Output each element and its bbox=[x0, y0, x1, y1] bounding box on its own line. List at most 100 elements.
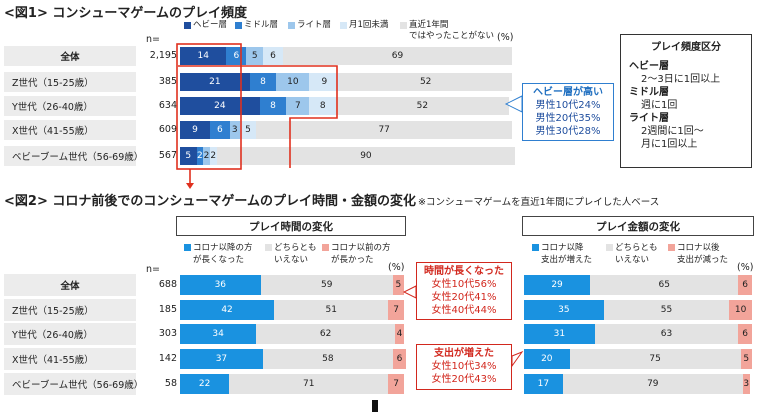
legend-swatch bbox=[265, 244, 272, 251]
fig1-row-n: 2,195 bbox=[149, 50, 177, 61]
fig1-legend-item: ライト層 bbox=[288, 20, 331, 31]
heavy-callout: ヘビー層が高い 男性10代24% 男性20代35% 男性30代28% bbox=[522, 83, 614, 141]
definition-desc: 週に1回 bbox=[641, 100, 678, 111]
callout-line: 女性10代34% bbox=[431, 361, 497, 372]
fig1-bar-segment: 9 bbox=[309, 73, 340, 91]
heavy-group-outline bbox=[178, 65, 338, 168]
fig2-row-label: Y世代（26-40歳） bbox=[4, 323, 136, 345]
time-bar-segment: 62 bbox=[256, 324, 396, 344]
money-callout-pointer bbox=[511, 350, 524, 368]
fig1-bar-segment: 9 bbox=[180, 121, 210, 139]
time-bar-segment: 37 bbox=[180, 349, 263, 369]
time-bar-segment: 6 bbox=[392, 349, 407, 369]
fig1-bar-segment: 8 bbox=[259, 97, 287, 115]
fig1-bar-segment: 10 bbox=[276, 73, 310, 91]
time-bar-segment: 42 bbox=[180, 300, 275, 320]
fig1-bar-segment: 6 bbox=[263, 47, 283, 65]
money-bar-segment: 55 bbox=[603, 300, 730, 320]
money-bar-segment: 20 bbox=[524, 349, 570, 369]
time-callout: 時間が長くなった 女性10代56% 女性20代41% 女性40代44% bbox=[416, 262, 512, 320]
fig1-bar-segment: 5 bbox=[180, 147, 197, 165]
bottom-marker bbox=[372, 400, 378, 412]
fig1-bar-segment: 90 bbox=[216, 147, 516, 165]
money-bar-segment: 29 bbox=[524, 275, 591, 295]
fig1-title: <図1> コンシューマゲームのプレイ頻度 bbox=[4, 6, 247, 21]
fig1-bar-segment: 69 bbox=[282, 47, 512, 65]
time-legend-item: どちらとも いえない bbox=[265, 242, 317, 266]
down-arrow-head bbox=[186, 183, 194, 189]
callout-line: 男性10代24% bbox=[535, 100, 601, 111]
money-callout: 支出が増えた 女性10代34% 女性20代43% bbox=[416, 344, 512, 390]
fig1-bar-segment: 77 bbox=[256, 121, 512, 139]
time-bar-segment: 58 bbox=[262, 349, 393, 369]
time-bar-segment: 7 bbox=[388, 374, 404, 394]
fig1-row-label: Y世代（26-40歳） bbox=[4, 96, 136, 116]
legend-label: コロナ以後 支出が減った bbox=[677, 243, 729, 265]
legend-label: どちらとも いえない bbox=[615, 243, 658, 265]
heavy-callout-title: ヘビー層が高い bbox=[533, 87, 603, 98]
callout-line: 女性40代44% bbox=[431, 305, 497, 316]
definition-term: ミドル層 bbox=[629, 87, 669, 98]
fig1-bar-segment: 52 bbox=[339, 73, 512, 91]
fig2-row-n: 142 bbox=[158, 353, 177, 364]
money-bar-segment: 5 bbox=[740, 349, 752, 369]
legend-label: 直近1年間 ではやったことがない bbox=[409, 20, 495, 41]
fig1-bar-segment: 8 bbox=[249, 73, 277, 91]
fig1-legend-item: ミドル層 bbox=[235, 20, 278, 31]
legend-swatch bbox=[288, 22, 295, 29]
fig1-bar-segment: 2 bbox=[209, 147, 217, 165]
money-bar-segment: 3 bbox=[742, 374, 750, 394]
money-bar-segment: 10 bbox=[729, 300, 752, 320]
fig1-pct-unit: (%) bbox=[497, 32, 514, 43]
time-callout-title: 時間が長くなった bbox=[424, 266, 504, 277]
legend-label: ライト層 bbox=[297, 20, 332, 30]
fig2-row-n: 58 bbox=[164, 378, 177, 389]
legend-label: どちらとも いえない bbox=[274, 243, 317, 265]
definition-desc: 月に1回以上 bbox=[641, 139, 698, 150]
money-bar-segment: 31 bbox=[524, 324, 595, 344]
time-legend-item: コロナ以降の方 が長くなった bbox=[184, 242, 253, 266]
callout-line: 男性20代35% bbox=[535, 113, 601, 124]
legend-swatch bbox=[532, 244, 539, 251]
definition-term: ヘビー層 bbox=[629, 61, 669, 72]
time-bar-segment: 59 bbox=[260, 275, 393, 295]
fig1-bar-segment: 5 bbox=[239, 121, 257, 139]
fig2-row-label: Z世代（15-25歳） bbox=[4, 299, 136, 321]
time-bar-segment: 34 bbox=[180, 324, 257, 344]
legend-label: ミドル層 bbox=[244, 20, 279, 30]
callout-line: 女性20代41% bbox=[431, 292, 497, 303]
fig2-row-n: 185 bbox=[158, 304, 177, 315]
fig1-legend-item: 直近1年間 ではやったことがない bbox=[400, 20, 494, 42]
legend-swatch bbox=[322, 244, 329, 251]
definition-desc: 2～3日に1回以上 bbox=[641, 74, 721, 85]
definition-box-title: プレイ頻度区分 bbox=[651, 42, 721, 53]
fig1-bar-segment: 2 bbox=[203, 147, 210, 165]
legend-swatch bbox=[184, 22, 191, 29]
fig2-note: ※コンシューマゲームを直近1年間にプレイした人ベース bbox=[418, 197, 660, 208]
money-bar-segment: 6 bbox=[738, 275, 752, 295]
fig1-row-n: 634 bbox=[158, 100, 177, 111]
time-pct-unit: (%) bbox=[388, 262, 405, 273]
fig1-row-label: Z世代（15-25歳） bbox=[4, 72, 136, 92]
fig1-legend-item: 月1回未満 bbox=[340, 20, 388, 31]
time-bar-segment: 22 bbox=[180, 374, 230, 394]
money-bar-segment: 65 bbox=[590, 275, 739, 295]
money-bar-segment: 6 bbox=[738, 324, 752, 344]
frequency-definition-box: プレイ頻度区分 ヘビー層 2～3日に1回以上 ミドル層 週に1回 ライト層 2週間に1回～… bbox=[620, 34, 752, 168]
legend-swatch bbox=[668, 244, 675, 251]
fig2-row-label: X世代（41-55歳） bbox=[4, 348, 136, 370]
time-change-header: プレイ時間の変化 bbox=[176, 216, 406, 236]
time-bar-segment: 36 bbox=[180, 275, 261, 295]
legend-swatch bbox=[184, 244, 191, 251]
money-legend-item: どちらとも いえない bbox=[606, 242, 658, 266]
fig1-bar-segment: 3 bbox=[229, 121, 240, 139]
time-bar-segment: 7 bbox=[388, 300, 404, 320]
callout-line: 女性20代43% bbox=[431, 374, 497, 385]
money-pct-unit: (%) bbox=[737, 262, 754, 273]
fig1-bar-segment: 5 bbox=[246, 47, 263, 65]
definition-desc: 2週間に1回～ bbox=[641, 126, 704, 137]
time-legend-item: コロナ以前の方 が長かった bbox=[322, 242, 391, 266]
fig2-row-n: 688 bbox=[158, 279, 177, 290]
fig1-bar-segment: 52 bbox=[336, 97, 509, 115]
time-bar-segment: 51 bbox=[274, 300, 389, 320]
